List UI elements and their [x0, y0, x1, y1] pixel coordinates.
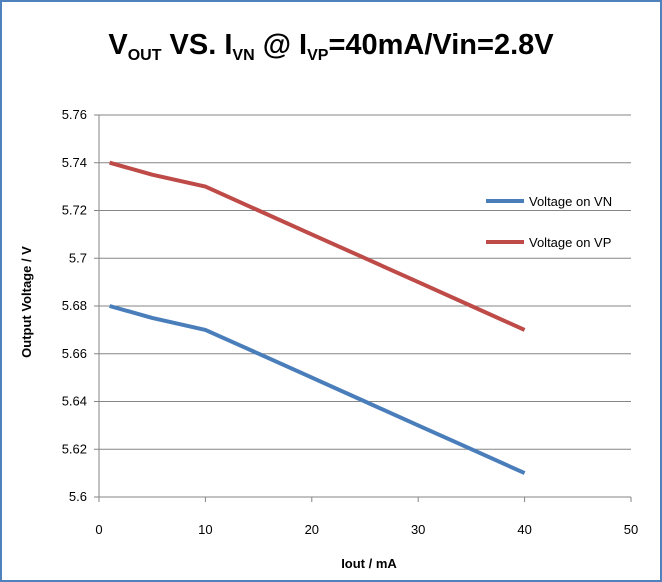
y-tick-label: 5.68 — [62, 298, 87, 313]
y-tick-label: 5.64 — [62, 394, 87, 409]
y-tick-label: 5.74 — [62, 155, 87, 170]
title-text: V — [108, 29, 128, 61]
title-text: VS. I — [162, 29, 233, 61]
axes: 5.6 5.62 5.64 5.66 5.68 5.7 5.72 5.74 5.76 0 10 20 3… — [62, 107, 639, 537]
title-subscript: OUT — [128, 47, 162, 64]
legend-label: Voltage on VN — [529, 194, 612, 209]
y-tick-label: 5.6 — [69, 489, 87, 504]
y-tick-label: 5.72 — [62, 203, 87, 218]
x-tick-label: 50 — [624, 522, 638, 537]
y-tick-label: 5.62 — [62, 441, 87, 456]
title-text: =40mA/Vin=2.8V — [328, 29, 554, 61]
chart-title: VOUT VS. IVN @ IVP=40mA/Vin=2.8V — [108, 29, 554, 64]
title-text: @ I — [255, 29, 307, 61]
x-tick-label: 30 — [411, 522, 425, 537]
series-line-2 — [109, 160, 526, 332]
title-subscript: VN — [232, 47, 254, 64]
legend-label: Voltage on VP — [529, 235, 611, 250]
title-subscript: VP — [307, 47, 329, 64]
x-axis-label: Iout / mA — [341, 556, 397, 571]
y-tick-label: 5.7 — [69, 250, 87, 265]
y-axis-label: Output Voltage / V — [19, 246, 34, 358]
y-tick-label: 5.66 — [62, 346, 87, 361]
y-tick-label: 5.76 — [62, 107, 87, 122]
x-tick-label: 40 — [517, 522, 531, 537]
x-tick-label: 20 — [305, 522, 319, 537]
x-tick-label: 10 — [198, 522, 212, 537]
series-lines — [109, 160, 526, 475]
series-line-1 — [109, 304, 526, 475]
x-tick-label: 0 — [95, 522, 102, 537]
legend: Voltage on VN Voltage on VP — [486, 194, 612, 250]
